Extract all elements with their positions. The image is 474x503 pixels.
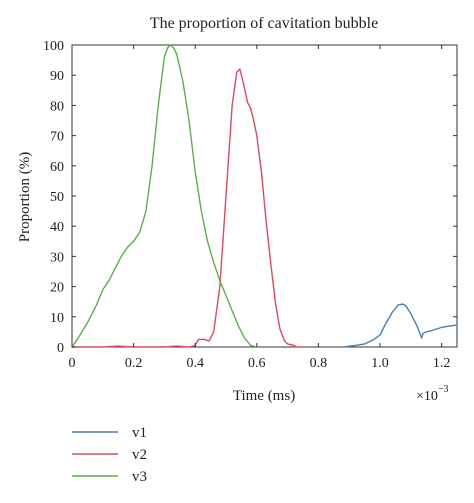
legend-label-v2: v2 — [132, 447, 147, 463]
y-tick-label: 20 — [50, 281, 64, 296]
y-tick-label: 90 — [50, 69, 64, 84]
x-tick-label: 0.8 — [310, 356, 328, 371]
plot-frame — [71, 44, 458, 348]
x-axis-multiplier: ×10−3 — [416, 384, 449, 404]
y-tick-label: 30 — [50, 250, 64, 265]
series-line-v3 — [71, 44, 257, 348]
x-tick-label: 0 — [69, 356, 76, 371]
x-tick-label: 1.0 — [371, 356, 389, 371]
legend: v1 v2 v3 — [72, 425, 147, 485]
series-line-v2 — [72, 68, 303, 348]
y-tick-label: 10 — [50, 311, 64, 326]
y-tick-label: 70 — [50, 130, 64, 145]
x-tick-label: 1.2 — [433, 356, 451, 371]
y-tick-label: 80 — [50, 99, 64, 114]
legend-label-v3: v3 — [132, 469, 147, 485]
y-tick-label: 60 — [50, 160, 64, 175]
x-tick-label: 0.6 — [248, 356, 266, 371]
y-tick-label: 0 — [57, 341, 64, 356]
x-axis-label: Time (ms) — [233, 388, 295, 404]
legend-label-v1: v1 — [132, 425, 147, 441]
chart-title: The proportion of cavitation bubble — [150, 15, 378, 32]
x-tick-label: 0.4 — [186, 356, 204, 371]
plot-area: 0 0.2 0.4 0.6 0.8 1.0 1.2 0 10 20 30 40 50 60 70 80 90 10… — [43, 39, 458, 371]
y-tick-label: 50 — [50, 190, 64, 205]
x-tick-label: 0.2 — [125, 356, 143, 371]
x-axis-multiplier-exponent: −3 — [438, 384, 449, 395]
series-line-v1 — [342, 303, 458, 348]
x-axis-multiplier-base: ×10 — [416, 389, 438, 404]
y-tick-label: 100 — [43, 39, 64, 54]
y-axis-label: Proportion (%) — [17, 152, 33, 242]
y-tick-label: 40 — [50, 220, 64, 235]
